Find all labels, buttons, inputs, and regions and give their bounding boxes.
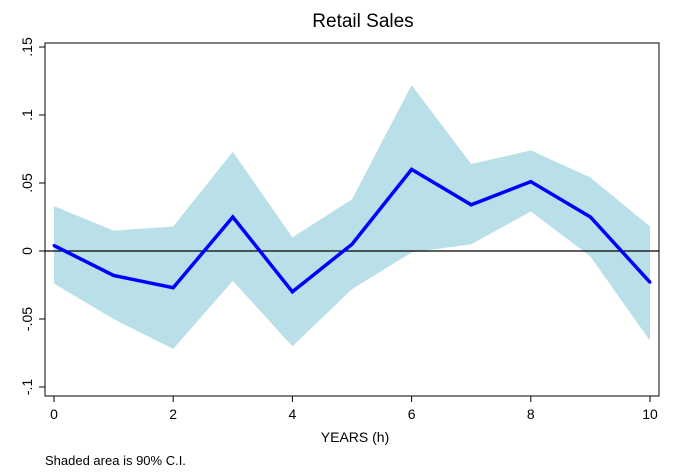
y-tick-label: .05 xyxy=(19,173,35,193)
y-tick-label: 0 xyxy=(19,247,35,255)
x-axis-label: YEARS (h) xyxy=(321,429,389,445)
data-point xyxy=(529,180,533,184)
y-tick-label: .15 xyxy=(19,37,35,57)
data-point xyxy=(52,244,56,248)
series-layer xyxy=(52,167,652,295)
data-point xyxy=(290,290,294,294)
chart-title: Retail Sales xyxy=(312,11,413,32)
x-tick-label: 4 xyxy=(289,406,297,422)
y-tick-label: .1 xyxy=(19,109,35,121)
x-tick-label: 6 xyxy=(408,406,416,422)
x-axis: 0 2 4 6 8 10 xyxy=(50,396,658,422)
y-axis: -.1 -.05 0 .05 .1 .15 xyxy=(19,37,45,395)
x-tick-label: 8 xyxy=(527,406,535,422)
data-point xyxy=(231,215,235,219)
y-tick-label: -.05 xyxy=(19,307,35,331)
y-tick-label: -.1 xyxy=(19,379,35,396)
data-point xyxy=(410,167,414,171)
data-point xyxy=(112,273,116,277)
data-point xyxy=(588,215,592,219)
confidence-band-layer xyxy=(54,85,650,349)
data-point xyxy=(350,242,354,246)
x-tick-label: 10 xyxy=(642,406,658,422)
confidence-note: Shaded area is 90% C.I. xyxy=(45,453,186,468)
x-tick-label: 2 xyxy=(169,406,177,422)
confidence-band xyxy=(54,85,650,349)
data-point xyxy=(469,203,473,207)
x-tick-label: 0 xyxy=(50,406,58,422)
data-point xyxy=(171,286,175,290)
data-point xyxy=(648,280,652,284)
